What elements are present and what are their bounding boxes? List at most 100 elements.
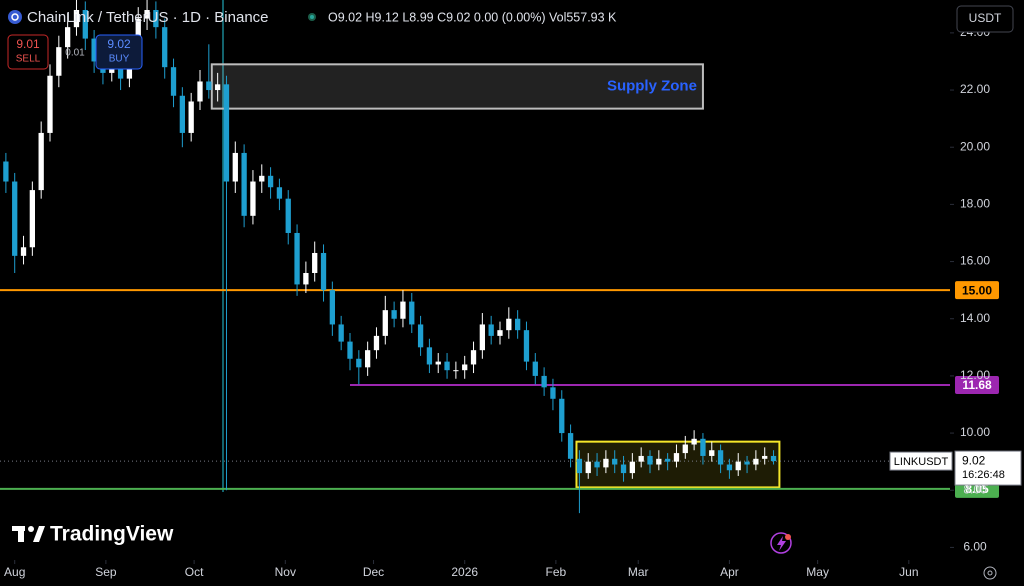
candle-body xyxy=(515,318,521,331)
candle-body xyxy=(470,350,477,365)
x-tick-label: 2026 xyxy=(451,565,478,579)
zone xyxy=(210,63,704,110)
candle-body xyxy=(391,310,397,319)
sell-button[interactable] xyxy=(7,34,49,70)
chart-title: ChainLink / TetherUS · 1D · Binance xyxy=(27,9,269,26)
settings-icon[interactable] xyxy=(983,566,997,580)
logo-part xyxy=(18,526,24,542)
candle-body xyxy=(91,38,97,62)
candle-body xyxy=(426,347,433,365)
candle-body xyxy=(285,198,291,233)
candle-body xyxy=(479,324,485,351)
candle-body xyxy=(197,81,203,102)
candle-body xyxy=(682,444,688,454)
candle-body xyxy=(12,181,18,256)
candle-body xyxy=(453,370,459,372)
candle-body xyxy=(629,461,635,474)
y-tick-label: 6.00 xyxy=(963,540,987,554)
candle-body xyxy=(179,95,185,133)
candle-body xyxy=(215,84,221,91)
x-tick-label: Aug xyxy=(4,565,25,579)
candle-body xyxy=(82,10,88,39)
candle-body xyxy=(382,310,388,336)
candle-body xyxy=(365,350,371,368)
price-tag xyxy=(954,450,1022,486)
candle-body xyxy=(567,433,574,459)
level-label: 15.00 xyxy=(962,283,992,297)
candle-body xyxy=(320,252,327,291)
candle-body xyxy=(162,27,168,68)
candle-body xyxy=(585,461,591,474)
candle-body xyxy=(3,161,9,182)
candle-body xyxy=(65,27,71,48)
candle-body xyxy=(356,358,362,368)
y-tick-label: 16.00 xyxy=(960,254,990,268)
candle-body xyxy=(506,318,512,331)
candle-body xyxy=(338,324,344,342)
spread: 0.01 xyxy=(65,48,85,59)
x-tick-label: Oct xyxy=(185,565,204,579)
status-dot-core xyxy=(310,15,314,19)
symbol-label: LINKUSDT xyxy=(894,456,949,468)
level-tag xyxy=(955,281,999,300)
ohlc-readout: O9.02 H9.12 L8.99 C9.02 0.00 (0.00%) Vol… xyxy=(328,10,617,24)
zone-label: Supply Zone xyxy=(607,77,697,94)
candle-body xyxy=(153,10,159,28)
candle-body xyxy=(532,361,538,376)
candle-body xyxy=(267,175,274,188)
x-tick-label: Nov xyxy=(275,565,296,579)
candle-body xyxy=(612,458,618,465)
candle-body xyxy=(170,67,177,96)
candle-body xyxy=(435,361,441,365)
candle-body xyxy=(753,458,759,465)
candle-body xyxy=(444,361,450,371)
buy-button[interactable] xyxy=(95,34,143,70)
candle-body xyxy=(135,18,141,48)
candle-body xyxy=(462,364,468,371)
candle-body xyxy=(29,190,35,248)
symbol-icon xyxy=(8,10,22,24)
candle-body xyxy=(735,461,741,471)
candle-body xyxy=(409,301,415,325)
candle-body xyxy=(673,453,680,462)
candle-body xyxy=(73,10,80,28)
candle-body xyxy=(259,175,265,182)
candle-body xyxy=(770,455,777,462)
x-tick-label: Apr xyxy=(720,565,739,579)
y-tick-label: 8.00 xyxy=(963,482,987,496)
y-tick-label: 10.00 xyxy=(960,425,990,439)
sell-label: SELL xyxy=(16,54,41,65)
level-tag xyxy=(955,376,999,395)
candle-body xyxy=(373,335,380,351)
candle-body xyxy=(38,132,44,191)
countdown-label: 16:26:48 xyxy=(962,469,1005,481)
brand-logo xyxy=(12,526,45,542)
x-tick-label: Jun xyxy=(899,565,918,579)
buy-price: 9.02 xyxy=(107,37,131,51)
candle-body xyxy=(620,464,627,474)
candle-body xyxy=(303,272,309,285)
candle-body xyxy=(232,152,238,182)
candle-body xyxy=(576,458,583,474)
y-tick-label: 20.00 xyxy=(960,139,990,153)
candle-body xyxy=(691,438,697,445)
candle-body xyxy=(241,152,247,216)
candle-body xyxy=(559,398,565,434)
y-tick-label: 22.00 xyxy=(960,82,990,96)
candle-body xyxy=(762,455,768,459)
candle-body xyxy=(550,387,556,399)
candle-body xyxy=(726,464,733,471)
alert-icon[interactable] xyxy=(770,532,792,554)
candle-body xyxy=(20,247,27,256)
currency-label: USDT xyxy=(969,11,1002,25)
x-tick-label: May xyxy=(806,565,829,579)
candle-body xyxy=(312,252,318,273)
logo-part xyxy=(28,526,34,532)
y-tick-label: 12.00 xyxy=(960,368,990,382)
candle-body xyxy=(523,330,530,362)
alert-dot xyxy=(785,534,791,540)
currency-button[interactable] xyxy=(956,5,1014,33)
